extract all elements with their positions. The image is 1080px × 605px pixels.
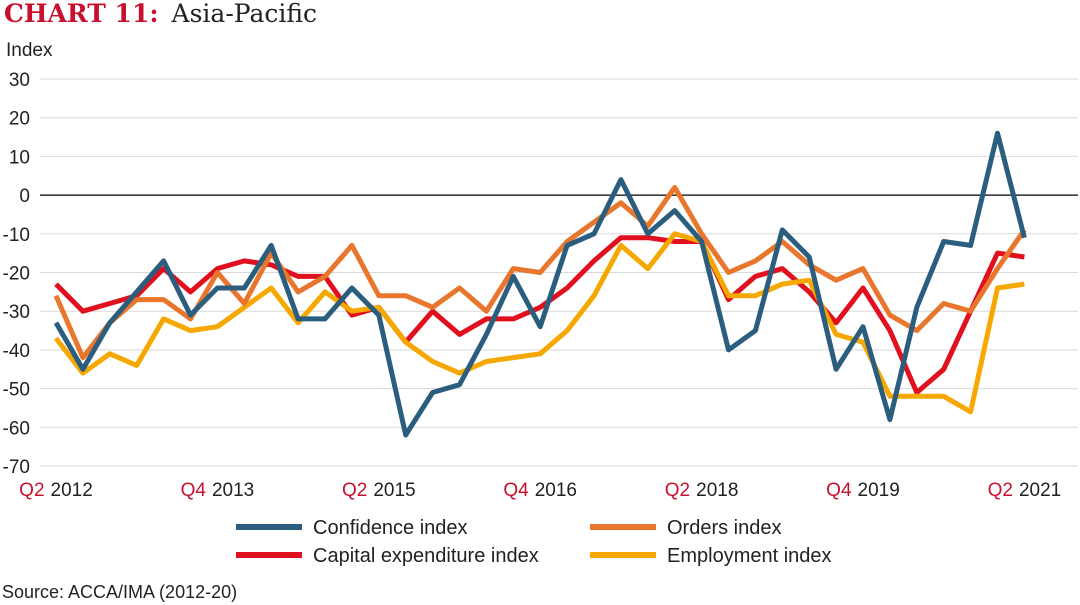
x-tick-quarter: Q2: [988, 480, 1013, 501]
x-tick-label: Q2 2018: [665, 480, 739, 501]
x-tick-label: Q2 2015: [342, 480, 416, 501]
y-axis: 30 20 10 0 -10 -20 -30 -40 -50 -60 -70: [3, 70, 30, 478]
series-line-capital-expenditure-index: [54, 235, 1025, 395]
x-tick-quarter: Q4: [503, 480, 529, 501]
y-tick-label: -70: [3, 457, 30, 478]
x-tick-quarter: Q2: [342, 480, 367, 501]
series-layer: [53, 130, 1027, 438]
series-line-orders-index: [53, 184, 1027, 361]
x-tick-year: 2012: [51, 480, 93, 501]
legend-label-capital-expenditure-index: Capital expenditure index: [313, 545, 539, 567]
x-tick-year: 2018: [696, 480, 738, 501]
chart-title-rest: Asia-Pacific: [171, 0, 318, 28]
y-tick-label: 0: [19, 186, 30, 207]
y-tick-label: 20: [9, 109, 30, 130]
legend: Confidence index Orders index Capital expe…: [236, 517, 832, 567]
x-tick-quarter: Q2: [665, 480, 690, 501]
series-line-confidence-index: [53, 130, 1027, 438]
y-tick-label: -10: [3, 225, 30, 246]
x-tick-year: 2019: [858, 480, 900, 501]
legend-label-employment-index: Employment index: [667, 545, 832, 567]
x-axis: Q2 2012 Q4 2013 Q2 2015 Q4 2016 Q2 2018 Q4 2019 Q2 20…: [19, 480, 1061, 501]
x-tick-label: Q2 2012: [19, 480, 93, 501]
x-tick-label: Q4 2019: [826, 480, 900, 501]
x-tick-label: Q4 2013: [181, 480, 255, 501]
y-tick-label: -50: [3, 380, 30, 401]
series-line-employment-index: [54, 231, 1025, 415]
x-tick-year: 2013: [212, 480, 254, 501]
y-tick-label: -40: [3, 341, 30, 362]
x-tick-year: 2015: [373, 480, 415, 501]
y-tick-label: 30: [9, 70, 30, 91]
y-tick-label: -20: [3, 264, 30, 285]
legend-label-confidence-index: Confidence index: [313, 517, 468, 539]
x-tick-label: Q2 2021: [988, 480, 1062, 501]
y-tick-label: 10: [9, 147, 30, 168]
x-tick-year: 2016: [535, 480, 577, 501]
y-tick-label: -30: [3, 302, 30, 323]
legend-label-orders-index: Orders index: [667, 517, 782, 539]
x-tick-label: Q4 2016: [503, 480, 577, 501]
chart-title: CHART 11: Asia-Pacific: [4, 0, 317, 28]
x-tick-quarter: Q2: [19, 480, 44, 501]
y-tick-label: -60: [3, 418, 30, 439]
x-tick-quarter: Q4: [826, 480, 852, 501]
chart-title-lead: CHART 11:: [4, 0, 159, 28]
x-tick-year: 2021: [1019, 480, 1061, 501]
x-tick-quarter: Q4: [181, 480, 207, 501]
y-axis-label: Index: [6, 40, 53, 61]
source-note: Source: ACCA/IMA (2012-20): [2, 582, 237, 602]
